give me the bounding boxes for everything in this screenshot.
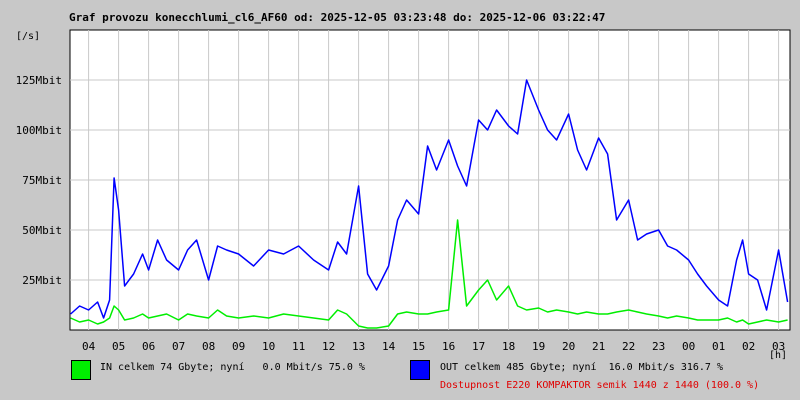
legend-out-swatch [410, 360, 430, 380]
y-tick-label: 25Mbit [22, 274, 62, 287]
y-tick-label: 50Mbit [22, 224, 62, 237]
x-tick-label: 22 [622, 340, 635, 353]
tick-labels: 04 05 06 07 08 09 10 11 12 13 14 15 16 17 18 19 20 21 22 23… [16, 74, 786, 353]
x-tick-label: 14 [382, 340, 396, 353]
x-tick-label: 17 [472, 340, 485, 353]
y-tick-label: 100Mbit [16, 124, 62, 137]
x-tick-label: 13 [352, 340, 365, 353]
chart-title: Graf provozu konecchlumi_cl6_AF60 od: 20… [69, 11, 606, 24]
x-tick-label: 09 [232, 340, 245, 353]
legend-in-swatch [71, 360, 91, 380]
x-tick-label: 15 [412, 340, 425, 353]
x-tick-label: 02 [742, 340, 755, 353]
x-tick-label: 07 [172, 340, 185, 353]
x-axis-unit: [h] [769, 350, 788, 361]
x-tick-label: 08 [202, 340, 215, 353]
x-tick-label: 05 [112, 340, 125, 353]
series-line-out [70, 79, 789, 319]
x-tick-label: 10 [262, 340, 275, 353]
x-tick-label: 06 [142, 340, 155, 353]
grid [70, 30, 790, 330]
x-tick-label: 11 [292, 340, 305, 353]
x-tick-label: 20 [562, 340, 575, 353]
x-tick-label: 12 [322, 340, 335, 353]
x-tick-label: 19 [532, 340, 545, 353]
x-tick-label: 00 [682, 340, 695, 353]
x-tick-label: 23 [652, 340, 665, 353]
y-tick-label: 125Mbit [16, 74, 62, 87]
legend-out-text: OUT celkem 485 Gbyte; nyní 16.0 Mbit/s 3… [440, 362, 723, 373]
x-tick-label: 01 [712, 340, 725, 353]
series-line-in [70, 219, 788, 329]
y-axis-unit: [/s] [16, 31, 41, 42]
y-tick-label: 75Mbit [22, 174, 62, 187]
x-tick-label: 18 [502, 340, 515, 353]
availability-text: Dostupnost E220 KOMPAKTOR semik 1440 z 1… [440, 380, 760, 391]
series-group [70, 79, 789, 329]
legend-in-text: IN celkem 74 Gbyte; nyní 0.0 Mbit/s 75.0… [100, 362, 365, 373]
x-tick-label: 04 [82, 340, 96, 353]
x-tick-label: 16 [442, 340, 455, 353]
x-tick-label: 03 [772, 340, 785, 353]
x-tick-label: 21 [592, 340, 605, 353]
